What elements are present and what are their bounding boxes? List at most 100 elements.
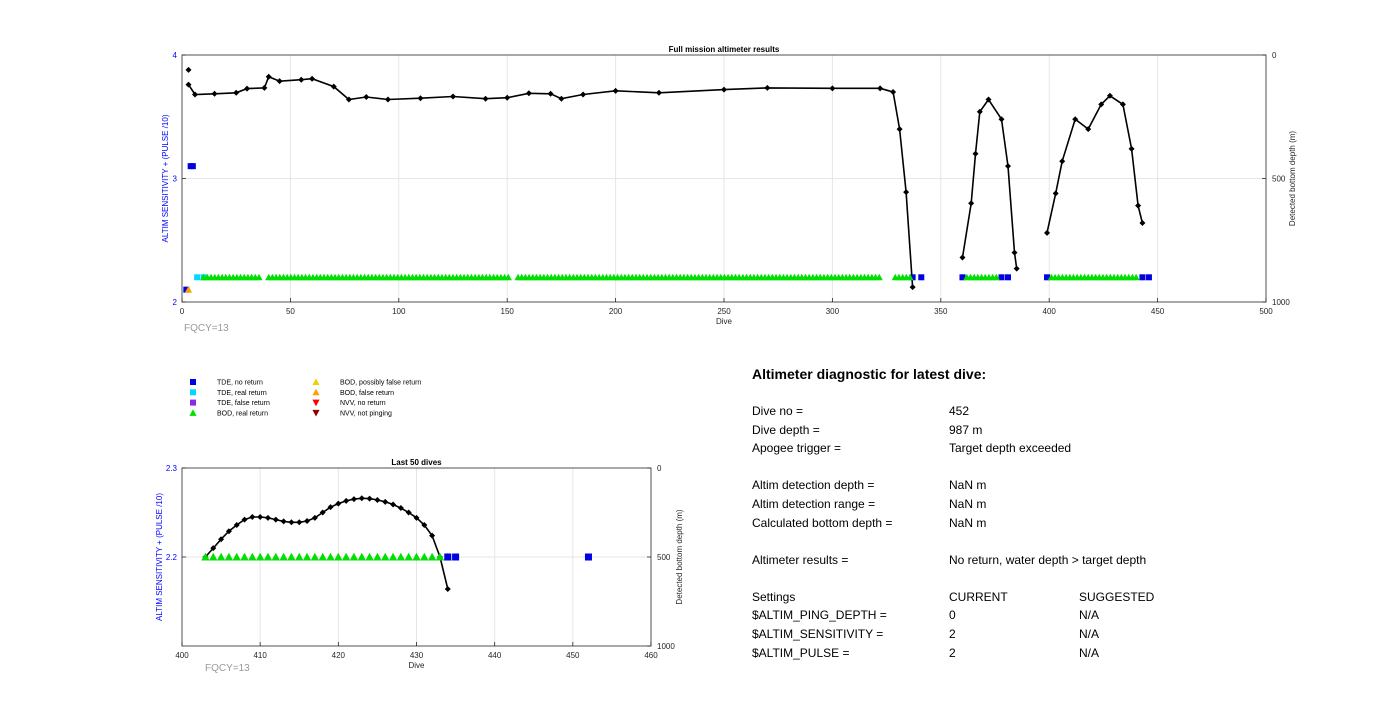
bottom-depth-point (335, 500, 342, 507)
sensitivity-row: $ALTIM_SENSITIVITY = 2 N/A (752, 627, 1352, 645)
bottom-depth-point (612, 87, 619, 94)
y-right-tick-label: 1000 (1272, 298, 1290, 307)
bod-real-return-marker (201, 552, 210, 561)
tde-no-return-marker (1145, 274, 1152, 281)
bottom-depth-point (903, 189, 910, 196)
bod-real-return-marker (504, 273, 512, 281)
legend-label: TDE, no return (217, 380, 263, 387)
fqcy-annotation: FQCY=13 (205, 663, 250, 674)
fqcy-annotation: FQCY=13 (184, 323, 229, 334)
y-right-tick-label: 500 (1272, 175, 1286, 184)
chart-title: Last 50 dives (391, 458, 442, 467)
bottom-depth-value: NaN m (949, 516, 987, 530)
bod-real-return-marker (875, 273, 883, 281)
x-tick-label: 0 (180, 307, 185, 316)
bottom-depth-point (1085, 126, 1092, 133)
dive-no-row: Dive no = 452 (752, 404, 1352, 422)
bottom-depth-point (877, 85, 884, 92)
bottom-depth-point (413, 514, 420, 521)
bod-real-return-marker (255, 273, 263, 281)
x-tick-label: 50 (286, 307, 295, 316)
x-tick-label: 440 (488, 651, 502, 660)
bod-real-return-marker (310, 552, 320, 561)
tde-no-return-marker (918, 274, 925, 281)
bottom-depth-point (896, 126, 903, 133)
bod-real-return-marker (427, 552, 437, 561)
bod-real-return-marker (295, 552, 304, 561)
x-tick-label: 450 (566, 651, 580, 660)
tde-no-return-marker (452, 553, 460, 561)
x-tick-label: 410 (253, 651, 267, 660)
ping-depth-current: 0 (949, 608, 956, 622)
plot-frame (181, 54, 1267, 303)
y-axis-label: ALTIM SENSITIVITY + (PULSE /10) (161, 114, 170, 242)
sensitivity-current: 2 (949, 627, 956, 641)
bottom-depth-point (309, 75, 316, 82)
bottom-depth-point (959, 254, 966, 261)
bottom-depth-point (1059, 158, 1066, 165)
bod-real-return-marker (334, 552, 343, 561)
bottom-depth-point (211, 90, 218, 97)
bottom-depth-point (721, 86, 727, 93)
bod-real-return-marker (216, 552, 226, 561)
bod-real-return-marker (412, 552, 421, 561)
bottom-depth-point (558, 95, 565, 102)
bod-real-return-marker (341, 552, 351, 561)
bottom-depth-point (311, 514, 318, 521)
bottom-depth-point (504, 94, 511, 101)
bod-real-return-marker (263, 552, 273, 561)
y-right-tick-label: 0 (657, 464, 662, 473)
bottom-depth-point (343, 497, 350, 504)
bottom-depth-point (1098, 101, 1105, 108)
bod-real-return-marker (326, 552, 335, 561)
sensitivity-label: $ALTIM_SENSITIVITY = (752, 627, 884, 641)
bottom-depth-point (244, 85, 251, 92)
bottom-depth-point (304, 518, 311, 525)
x-tick-label: 150 (501, 307, 515, 316)
y-tick-label: 2.2 (166, 553, 178, 562)
dive-depth-row: Dive depth = 987 m (752, 423, 1352, 441)
suggested-header: SUGGESTED (1079, 590, 1155, 604)
bottom-depth-point (1005, 163, 1012, 170)
tde-no-return-marker (998, 274, 1005, 281)
bottom-depth-label: Calculated bottom depth = (752, 516, 893, 530)
bottom-depth-point (1011, 249, 1018, 256)
bottom-depth-point (998, 116, 1005, 123)
dive-no-value: 452 (949, 404, 970, 418)
x-tick-label: 460 (644, 651, 658, 660)
bottom-depth-point (1072, 116, 1079, 123)
ping-depth-row: $ALTIM_PING_DEPTH = 0 N/A (752, 608, 1352, 626)
legend-label: TDE, real return (217, 390, 267, 397)
x-tick-label: 250 (717, 307, 731, 316)
y-tick-label: 2 (173, 298, 178, 307)
dive-depth-label: Dive depth = (752, 423, 820, 437)
bod-real-return-marker (1132, 273, 1140, 281)
ping-depth-label: $ALTIM_PING_DEPTH = (752, 608, 887, 622)
bottom-depth-point (1052, 190, 1059, 197)
legend-label: NVV, not pinging (340, 410, 392, 417)
bottom-depth-point (972, 150, 979, 157)
bottom-depth-point (390, 501, 397, 508)
x-axis-label: Dive (408, 661, 425, 670)
tde-no-return-marker (189, 163, 196, 170)
x-axis-label: Dive (716, 317, 733, 326)
x-tick-label: 400 (175, 651, 189, 660)
bod-real-return-marker (248, 552, 257, 561)
bottom-depth-point (1139, 219, 1146, 226)
legend-marker (312, 388, 320, 396)
legend-label: NVV, no return (340, 400, 386, 407)
detection-range-label: Altim detection range = (752, 497, 876, 511)
bottom-depth-point (241, 516, 248, 523)
legend-label: BOD, possibly false return (340, 380, 421, 387)
y-right-tick-label: 0 (1272, 51, 1277, 60)
bottom-depth-point (363, 93, 370, 100)
bod-real-return-marker (388, 552, 398, 561)
bottom-depth-point (350, 496, 357, 503)
x-tick-label: 300 (826, 307, 840, 316)
bottom-depth-point (429, 532, 436, 539)
apogee-marker-marker (185, 66, 192, 73)
settings-header-row: Settings CURRENT SUGGESTED (752, 590, 1352, 608)
y-right-axis-label: Detected bottom depth (m) (1288, 131, 1297, 226)
